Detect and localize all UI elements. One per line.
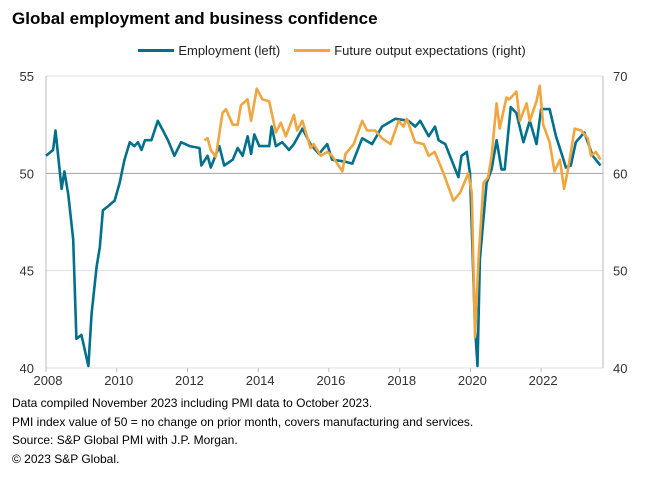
series-line-employment <box>45 105 602 368</box>
x-tick-label: 2008 <box>34 373 63 388</box>
legend-swatch-output <box>294 49 331 52</box>
x-tick-label: 2018 <box>387 373 416 388</box>
legend-item-employment: Employment (left) <box>138 43 280 58</box>
legend-item-output: Future output expectations (right) <box>294 43 526 58</box>
x-tick-label: 2016 <box>316 373 345 388</box>
chart-title: Global employment and business confidenc… <box>12 9 378 28</box>
y-right-tick-label: 40 <box>613 361 627 376</box>
series-line-output <box>203 84 602 339</box>
footnote-line: Data compiled November 2023 including PM… <box>12 396 373 410</box>
x-tick-label: 2020 <box>458 373 487 388</box>
x-tick-label: 2022 <box>529 373 558 388</box>
legend-swatch-employment <box>138 49 175 52</box>
y-right-tick-label: 50 <box>613 264 627 279</box>
y-left-tick-label: 45 <box>20 264 34 279</box>
y-right-tick-label: 60 <box>613 166 627 181</box>
x-tick-label: 2010 <box>104 373 133 388</box>
legend-label-output: Future output expectations (right) <box>334 43 526 58</box>
y-right-tick-label: 70 <box>613 69 627 84</box>
legend-label-employment: Employment (left) <box>178 43 281 58</box>
footnote-line: © 2023 S&P Global. <box>12 451 120 466</box>
footnotes: Data compiled November 2023 including PM… <box>12 394 473 468</box>
footnote-line: Source: S&P Global PMI with J.P. Morgan. <box>12 433 238 447</box>
legend: Employment (left) Future output expectat… <box>0 43 664 58</box>
footnote-line: PMI index value of 50 = no change on pri… <box>12 414 474 429</box>
y-left-tick-label: 40 <box>20 361 34 376</box>
x-tick-label: 2012 <box>175 373 204 388</box>
y-left-tick-label: 55 <box>20 69 34 84</box>
y-left-tick-label: 50 <box>20 166 34 181</box>
x-tick-label: 2014 <box>246 373 275 388</box>
